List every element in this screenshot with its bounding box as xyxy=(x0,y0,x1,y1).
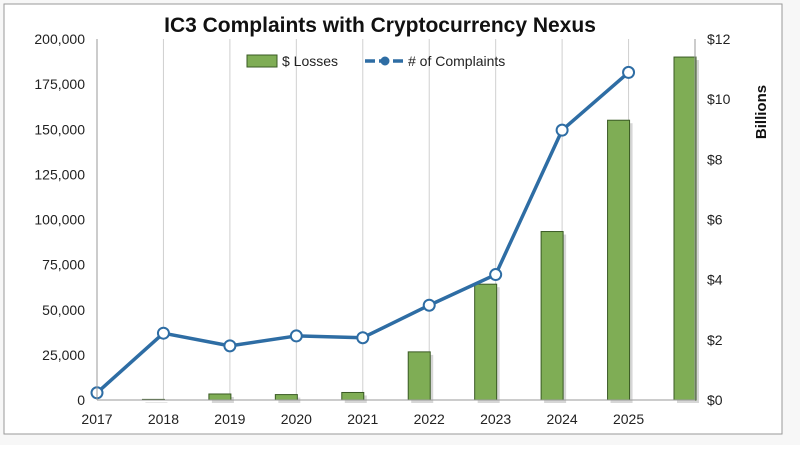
y-axis-right-tick-label: $10 xyxy=(707,91,731,107)
y-axis-left-tick-label: 0 xyxy=(77,392,85,408)
x-axis-tick-label: 2022 xyxy=(414,411,445,427)
y-axis-left-tick-label: 200,000 xyxy=(34,31,85,47)
complaints-point xyxy=(156,326,170,340)
complaints-point xyxy=(622,65,636,79)
legend-label-complaints: # of Complaints xyxy=(408,53,505,69)
y-axis-left-tick-label: 150,000 xyxy=(34,121,85,137)
y-axis-left-tick-label: 125,000 xyxy=(34,166,85,182)
line-layer xyxy=(90,65,636,400)
y-axis-left-tick-label: 50,000 xyxy=(42,302,85,318)
x-axis-tick-label: 2020 xyxy=(281,411,312,427)
legend: $ Losses # of Complaints xyxy=(246,53,505,69)
y-axis-right-tick-label: $2 xyxy=(707,332,723,348)
bar xyxy=(407,351,431,401)
legend-marker-complaints xyxy=(380,56,390,66)
axes-layer: 0 25,000 50,000 75,000 100,000 125,000 150,000… xyxy=(34,31,730,427)
x-axis-tick-label: 2019 xyxy=(214,411,245,427)
x-axis-tick-label: 2017 xyxy=(81,411,112,427)
y-axis-left-tick-label: 25,000 xyxy=(42,347,85,363)
bar xyxy=(274,394,298,401)
bar xyxy=(208,393,232,401)
y-axis-right-tick-label: $4 xyxy=(707,272,723,288)
x-axis-tick-label: 2023 xyxy=(480,411,511,427)
bar-shadow xyxy=(145,402,168,403)
bar xyxy=(474,283,498,401)
complaints-point xyxy=(489,268,503,282)
y-axis-left-tick-label: 75,000 xyxy=(42,257,85,273)
y-axis-right-tick-label: $6 xyxy=(707,212,723,228)
x-axis-tick-label: 2024 xyxy=(547,411,578,427)
bar xyxy=(341,391,365,401)
y-axis-left-tick-label: 175,000 xyxy=(34,76,85,92)
y-axis-right-label: Billions xyxy=(753,85,770,139)
x-axis-tick-label: 2018 xyxy=(148,411,179,427)
y-axis-right-tick-label: $8 xyxy=(707,151,723,167)
legend-label-losses: $ Losses xyxy=(282,53,338,69)
complaints-point xyxy=(555,123,569,137)
bar xyxy=(540,231,564,401)
y-axis-right-tick-label: $12 xyxy=(707,31,731,47)
x-axis-tick-label: 2025 xyxy=(613,411,644,427)
complaints-point xyxy=(356,331,370,345)
complaints-point xyxy=(289,329,303,343)
y-axis-right-tick-label: $0 xyxy=(707,392,723,408)
y-axis-left-tick-label: 100,000 xyxy=(34,212,85,228)
x-axis-tick-label: 2021 xyxy=(347,411,378,427)
complaints-point xyxy=(223,339,237,353)
legend-swatch-losses xyxy=(246,54,278,68)
bar xyxy=(607,119,631,401)
complaints-point xyxy=(422,298,436,312)
chart-title: IC3 Complaints with Cryptocurrency Nexus xyxy=(164,14,596,37)
bar xyxy=(673,56,697,401)
bars-layer xyxy=(141,56,699,404)
chart-panel xyxy=(3,3,783,435)
